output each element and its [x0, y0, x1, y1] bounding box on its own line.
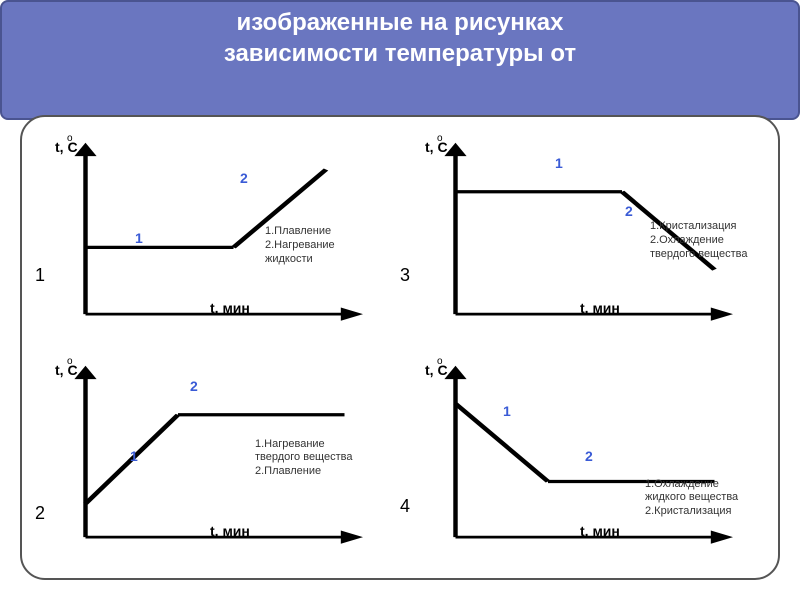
degree-icon: o	[67, 133, 73, 144]
y-arrow-icon	[74, 143, 96, 156]
header-line2: зависимости температуры от	[224, 40, 576, 67]
x-arrow-icon	[711, 307, 733, 320]
seg-1	[456, 403, 549, 481]
seg2-label: 2	[625, 203, 633, 219]
x-arrow-icon	[711, 530, 733, 543]
degree-icon: o	[437, 356, 443, 367]
legend-1: 1.Плавление 2.Нагревание жидкости	[265, 225, 335, 266]
panel-number-3: 3	[400, 265, 410, 286]
x-arrow-icon	[341, 307, 363, 320]
panel-1: t, C o t, мин 1 2 1 1.Плавление 2.Нагрев…	[30, 125, 400, 348]
seg1-label: 1	[135, 230, 143, 246]
xlabel-2: t, мин	[210, 523, 250, 539]
seg1-label: 1	[503, 403, 511, 419]
legend-3: 1.Кристализация 2.Охлаждение твердого ве…	[650, 220, 747, 261]
degree-icon: o	[437, 133, 443, 144]
xlabel-4: t, мин	[580, 523, 620, 539]
header-line1: изображенные на рисунках	[237, 9, 564, 36]
panel-number-2: 2	[35, 503, 45, 524]
y-arrow-icon	[444, 365, 466, 378]
panel-number-4: 4	[400, 496, 410, 517]
xlabel-3: t, мин	[580, 300, 620, 316]
seg2-label: 2	[585, 448, 593, 464]
header-banner: изображенные на рисунках зависимости тем…	[0, 0, 800, 120]
panel-2: t, C o t, мин 1 2 2 1.Нагревание твердог…	[30, 348, 400, 571]
seg2-label: 2	[240, 170, 248, 186]
seg1-label: 1	[130, 448, 138, 464]
panel-number-1: 1	[35, 265, 45, 286]
x-arrow-icon	[341, 530, 363, 543]
panel-4: t, C o t, мин 1 2 4 1.Охлаждение жидкого…	[400, 348, 770, 571]
xlabel-1: t, мин	[210, 300, 250, 316]
y-arrow-icon	[444, 143, 466, 156]
y-arrow-icon	[74, 365, 96, 378]
legend-4: 1.Охлаждение жидкого вещества 2.Кристали…	[645, 478, 738, 519]
degree-icon: o	[67, 356, 73, 367]
chart-grid: t, C o t, мин 1 2 1 1.Плавление 2.Нагрев…	[30, 125, 770, 570]
seg2-label: 2	[190, 378, 198, 394]
seg1-label: 1	[555, 155, 563, 171]
legend-2: 1.Нагревание твердого вещества 2.Плавлен…	[255, 438, 352, 479]
panel-3: t, C o t, мин 1 2 3 1.Кристализация 2.Ох…	[400, 125, 770, 348]
